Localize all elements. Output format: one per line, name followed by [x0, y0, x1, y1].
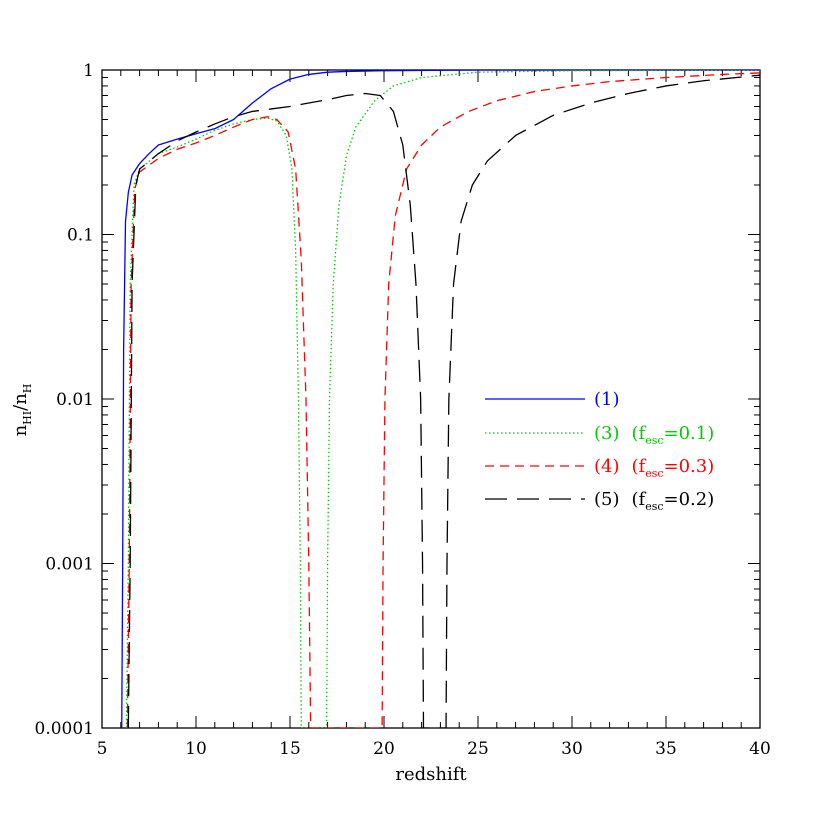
series-line-2 [125, 70, 760, 728]
tick-labels: 5 10 15 20 25 30 35 40 0.0001 0.001 0.01 0.1 1 [35, 61, 771, 759]
x-tick-label: 40 [749, 739, 771, 759]
x-tick-label: 15 [279, 739, 301, 759]
x-tick-label: 5 [97, 739, 108, 759]
legend-entry-4: (4) (fesc=0.3) [485, 456, 714, 480]
series-layer [120, 70, 760, 728]
series-line-3 [126, 72, 760, 728]
x-tick-label: 10 [185, 739, 207, 759]
series-line-1 [120, 70, 760, 728]
y-axis-title-sep: /n [10, 393, 31, 411]
y-tick-label: 0.01 [56, 390, 94, 410]
legend-entry-3: (3) (fesc=0.1) [485, 423, 714, 447]
x-tick-label: 20 [373, 739, 395, 759]
x-tick-label: 25 [467, 739, 489, 759]
x-tick-label: 35 [655, 739, 677, 759]
legend-label-1: (1) [594, 389, 620, 410]
legend-label-5: (5) (fesc=0.2) [594, 489, 714, 513]
x-tick-label: 30 [561, 739, 583, 759]
y-axis-title-sub2: H [21, 384, 34, 394]
legend-fval-4: =0.3) [664, 456, 715, 477]
legend-num-3: (3) [594, 423, 620, 444]
legend-label-3: (3) (fesc=0.1) [594, 423, 714, 447]
legend-fval-3: =0.1) [664, 423, 715, 444]
y-tick-label: 0.0001 [35, 719, 94, 739]
legend-label-4: (4) (fesc=0.3) [594, 456, 714, 480]
legend-entry-5: (5) (fesc=0.2) [485, 489, 714, 513]
series-line-4 [127, 74, 760, 728]
legend-num-4: (4) [594, 456, 620, 477]
y-axis-title-sub1: HI [21, 411, 34, 425]
axis-ticks [101, 69, 761, 729]
legend-fsub-3: esc [645, 434, 663, 447]
legend-num-5: (5) [594, 489, 620, 510]
x-axis-title: redshift [395, 764, 467, 785]
legend-fval-5: =0.2) [664, 489, 715, 510]
y-axis-title-base: n [10, 424, 31, 436]
y-tick-label: 0.001 [45, 555, 94, 575]
y-tick-label: 0.1 [67, 226, 94, 246]
legend: (1) (3) (fesc=0.1) (4) (fesc=0.3) (5) (fesc… [485, 389, 714, 513]
legend-num-1: (1) [594, 389, 620, 410]
legend-entry-1: (1) [485, 389, 620, 410]
legend-fsub-5: esc [645, 500, 663, 513]
y-axis-title: nHI/nH [10, 384, 34, 437]
legend-fsub-4: esc [645, 467, 663, 480]
plot-frame [101, 69, 761, 729]
y-tick-label: 1 [83, 61, 94, 81]
